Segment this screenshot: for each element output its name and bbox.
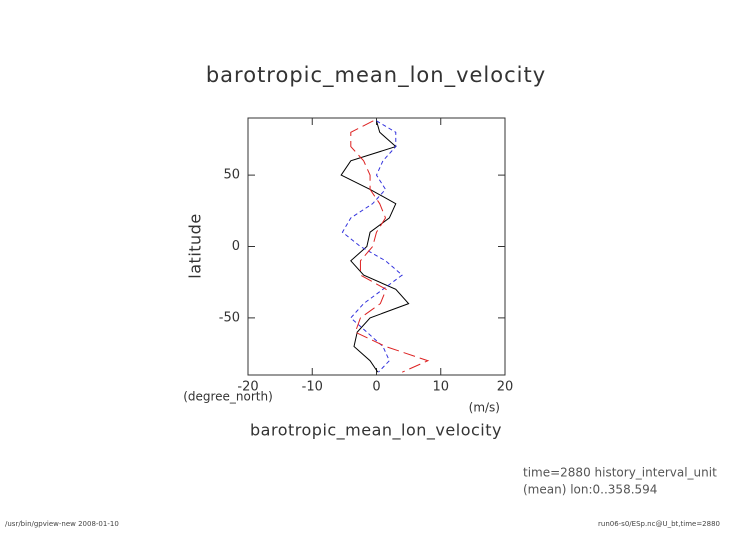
- x-tick-label: 20: [497, 380, 514, 395]
- x-units: (m/s): [469, 401, 500, 415]
- data-line: [340, 120, 410, 373]
- chart-title: barotropic_mean_lon_velocity: [206, 63, 546, 88]
- y-units: (degree_north): [183, 390, 273, 404]
- y-tick-label: 0: [232, 239, 240, 254]
- x-tick-label: -10: [302, 380, 323, 395]
- plot-frame: [247, 117, 506, 376]
- note: time=2880 history_interval_unit: [523, 466, 717, 480]
- x-tick-label: 10: [432, 380, 449, 395]
- data-line: [350, 120, 430, 373]
- y-tick-label: -50: [219, 310, 240, 325]
- x-tick-label: 0: [372, 380, 380, 395]
- footer: run06-s0/ESp.nc@U_bt,time=2880: [598, 520, 720, 528]
- x-tick-label: -20: [237, 380, 258, 395]
- y-axis-label: latitude: [186, 213, 205, 278]
- footer: /usr/bin/gpview-new 2008-01-10: [5, 520, 119, 528]
- note: (mean) lon:0..358.594: [523, 483, 657, 497]
- x-axis-label: barotropic_mean_lon_velocity: [250, 421, 502, 441]
- y-tick-label: 50: [223, 168, 240, 183]
